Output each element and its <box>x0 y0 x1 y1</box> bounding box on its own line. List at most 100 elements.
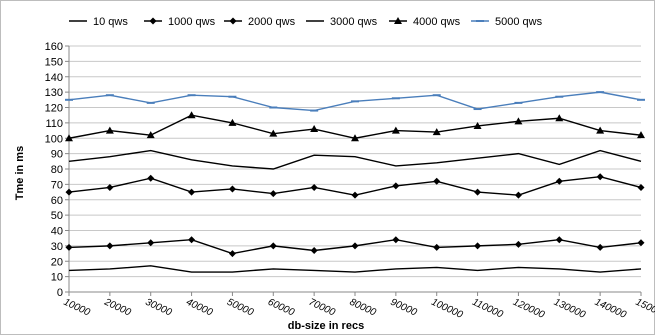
legend-label: 10 qws <box>93 16 128 28</box>
y-tick-label: 20 <box>51 256 63 268</box>
data-point <box>228 118 237 126</box>
y-tick-labels: 0 10 20 30 40 50 60 70 80 90 100 110 120 130 140 150 160 <box>45 41 63 299</box>
data-point <box>351 134 359 142</box>
series-10-qws <box>68 265 642 273</box>
data-point <box>433 243 441 251</box>
legend-item: 3000 qws <box>306 16 378 28</box>
x-tick-label: 140000 <box>593 297 628 321</box>
x-tick-label: 20000 <box>102 296 133 318</box>
data-point <box>228 185 236 193</box>
data-point <box>514 191 522 199</box>
data-point <box>351 242 359 250</box>
y-tick-label: 80 <box>51 164 63 176</box>
legend-item: 10 qws <box>69 16 128 28</box>
series-line <box>68 149 642 170</box>
legend-marker <box>229 17 237 25</box>
data-point <box>188 188 196 196</box>
data-point <box>65 134 73 142</box>
y-tick-label: 140 <box>45 72 63 84</box>
x-tick-label: 50000 <box>225 297 255 319</box>
data-point <box>391 126 400 134</box>
data-point <box>433 177 441 185</box>
series-line <box>68 265 642 273</box>
data-point <box>637 239 645 247</box>
gridlines <box>65 45 641 293</box>
x-tick-label: 80000 <box>348 297 378 319</box>
data-point <box>555 114 564 122</box>
legend-item: 2000 qws <box>224 16 296 28</box>
legend-label: 4000 qws <box>413 16 461 28</box>
x-tick-label: 130000 <box>552 297 587 321</box>
data-point <box>310 125 319 133</box>
data-point <box>555 236 563 244</box>
data-point <box>514 240 522 248</box>
legend-label: 5000 qws <box>495 16 543 28</box>
x-tick-label: 30000 <box>143 297 173 319</box>
data-point <box>596 243 604 251</box>
data-point <box>106 242 114 250</box>
data-point <box>65 243 73 251</box>
data-point <box>105 126 114 134</box>
y-tick-label: 120 <box>45 103 63 115</box>
y-tick-label: 90 <box>51 149 63 161</box>
data-point <box>310 183 318 191</box>
y-tick-label: 130 <box>45 87 63 99</box>
data-point <box>432 128 441 136</box>
data-point <box>269 242 277 250</box>
x-tick-label: 60000 <box>266 297 296 319</box>
x-axis-title: db-size in recs <box>288 320 364 332</box>
data-point <box>392 236 400 244</box>
data-point <box>596 173 604 181</box>
data-point <box>392 182 400 190</box>
y-tick-label: 50 <box>51 210 63 222</box>
legend-item: 5000 qws <box>471 16 543 28</box>
y-tick-label: 60 <box>51 195 63 207</box>
data-point <box>147 174 155 182</box>
data-point <box>269 129 278 137</box>
data-point <box>269 190 277 198</box>
y-tick-label: 150 <box>45 56 63 68</box>
legend-marker <box>149 17 157 25</box>
data-point <box>637 131 645 139</box>
x-tick-labels: 10000 20000 30000 40000 50000 60000 70000 80000… <box>62 292 655 321</box>
data-point <box>474 242 482 250</box>
y-tick-label: 110 <box>45 118 63 130</box>
y-tick-label: 30 <box>51 241 63 253</box>
data-point <box>188 236 196 244</box>
data-point <box>310 246 318 254</box>
x-tick-label: 90000 <box>389 297 419 319</box>
y-tick-label: 100 <box>45 133 63 145</box>
y-tick-label: 10 <box>51 272 63 284</box>
data-point <box>473 121 482 129</box>
data-point <box>106 183 114 191</box>
x-tick-label: 100000 <box>429 297 464 321</box>
data-point <box>514 117 523 125</box>
data-point <box>65 188 73 196</box>
legend-label: 2000 qws <box>248 16 296 28</box>
legend-marker <box>394 17 402 24</box>
legend-label: 1000 qws <box>168 16 216 28</box>
series-lines <box>65 91 645 273</box>
series-3000-qws <box>68 149 642 170</box>
y-axis-title: Tme in ms <box>14 146 26 200</box>
x-tick-label: 70000 <box>307 297 337 319</box>
x-tick-label: 40000 <box>184 297 214 319</box>
y-tick-label: 70 <box>51 179 63 191</box>
x-tick-label: 150000 <box>634 297 655 321</box>
series-2000-qws <box>65 173 645 199</box>
data-point <box>637 183 645 191</box>
y-tick-label: 0 <box>57 287 63 299</box>
legend: 10 qws 1000 qws 2000 qws 3000 qws 4000 qws 50… <box>69 16 543 28</box>
legend-item: 1000 qws <box>144 16 216 28</box>
legend-label: 3000 qws <box>330 16 378 28</box>
data-point <box>351 191 359 199</box>
y-tick-label: 40 <box>51 226 63 238</box>
data-point <box>147 239 155 247</box>
data-point <box>596 126 605 134</box>
legend-item: 4000 qws <box>389 16 461 28</box>
x-tick-label: 10000 <box>62 297 92 319</box>
series-4000-qws <box>65 111 645 142</box>
series-5000-qws <box>65 91 645 112</box>
